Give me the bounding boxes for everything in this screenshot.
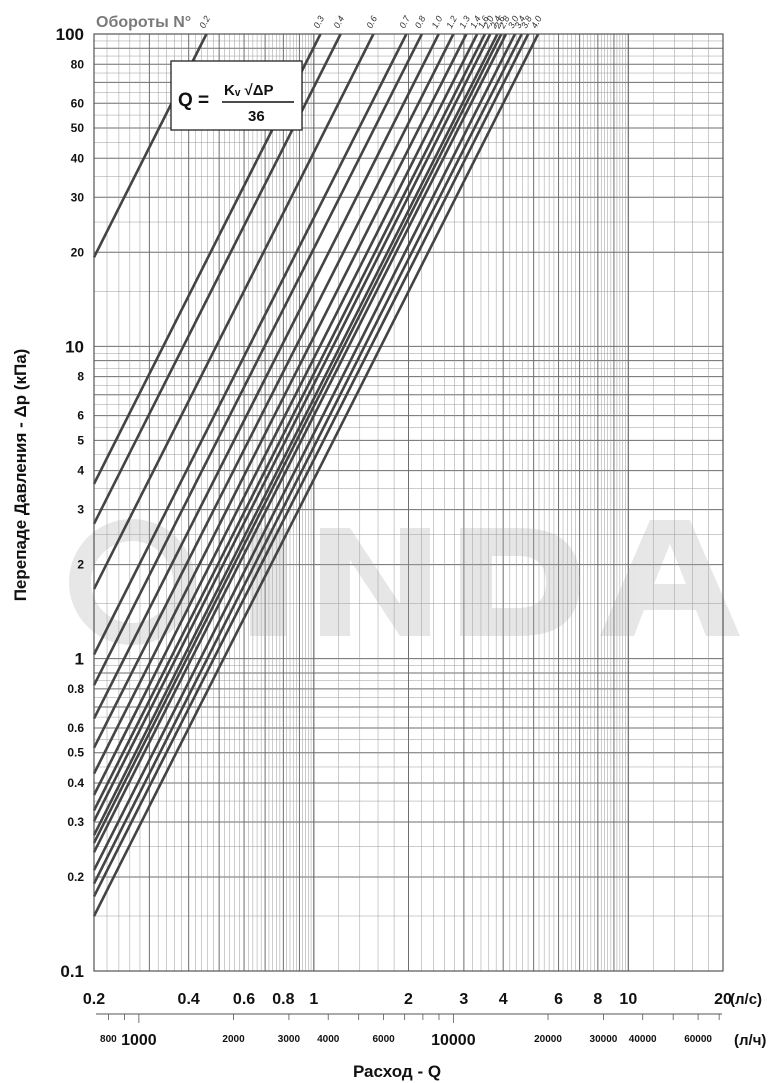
y-tick-labels: 0.1 0.2 0.3 0.4 0.5 0.6 0.8 1 2 3 4 5 6 8 10 20 30 40 50 60… (56, 25, 85, 981)
y-tick-label: 5 (77, 433, 84, 447)
y-axis-title: Перепаде Давления - Δp (кПа) (11, 349, 30, 602)
y-tick-label: 10 (65, 337, 84, 356)
x-tick-label-lps: 2 (404, 991, 413, 1008)
x-tick-label-lph: 3000 (278, 1034, 301, 1045)
curve-3.8 (92, 33, 530, 898)
y-tick-label: 3 (77, 503, 84, 517)
curve-1.4 (92, 33, 479, 796)
curve-2.6 (92, 33, 503, 844)
x-tick-label-lps: 0.4 (178, 991, 200, 1008)
y-tick-label: 0.1 (60, 962, 84, 981)
formula-box: Q = Kᵥ √ΔP 36 (170, 60, 303, 131)
curve-0.7 (92, 33, 408, 656)
x-tick-label-lph: 2000 (222, 1034, 245, 1045)
curve-0.6 (92, 33, 375, 590)
x-tick-label-lps: 0.6 (233, 991, 255, 1008)
y-tick-label: 2 (77, 558, 84, 572)
x-tick-label-lph: 30000 (590, 1034, 618, 1045)
y-tick-label: 6 (77, 409, 84, 423)
x-tick-label-lph: 40000 (629, 1034, 657, 1045)
y-tick-label: 0.6 (67, 721, 84, 735)
x-axis-lph: 800 1000 2000 3000 4000 6000 10000 20000 30000 40… (96, 1013, 722, 1049)
y-tick-label: 20 (71, 245, 85, 259)
curve-3.0 (92, 33, 517, 871)
x-tick-label-lps: 8 (593, 991, 602, 1008)
x-unit-lps: (л/с) (730, 991, 762, 1008)
x-tick-label-lph: 60000 (684, 1034, 712, 1045)
curve-1.2 (92, 33, 455, 749)
x-tick-label-lph: 1000 (121, 1032, 157, 1049)
formula-numerator: Kᵥ √ΔP (224, 82, 273, 99)
x-tick-label-lps: 3 (459, 991, 468, 1008)
x-tick-label-lps: 0.8 (272, 991, 294, 1008)
y-tick-label: 1 (75, 650, 84, 669)
grid (93, 34, 724, 972)
curve-label-4.0: 4.0 (529, 14, 544, 30)
x-tick-label-lph: 10000 (431, 1032, 476, 1049)
y-tick-label: 50 (71, 121, 85, 135)
curve-1.0 (92, 33, 440, 720)
x-tick-label-lps: 1 (309, 991, 318, 1008)
curve-1.3 (92, 33, 468, 775)
x-tick-label-lps: 10 (619, 991, 637, 1008)
y-tick-label: 40 (71, 151, 85, 165)
curve-label-0.7: 0.7 (397, 13, 412, 30)
y-tick-label: 80 (71, 57, 85, 71)
y-tick-label: 0.4 (67, 776, 84, 790)
x-tick-label-lps: 4 (499, 991, 508, 1008)
x-unit-lph: (л/ч) (734, 1032, 766, 1049)
curve-label-1.0: 1.0 (430, 14, 445, 30)
x-tick-label-lph: 6000 (372, 1034, 395, 1045)
formula-lhs: Q = (178, 90, 209, 111)
curve-4.0 (92, 33, 540, 917)
curve-2.8 (92, 33, 508, 853)
curves (92, 33, 540, 917)
formula-denominator: 36 (248, 108, 265, 125)
series-title: Обороты N° (96, 14, 191, 31)
curve-label-0.2: 0.2 (197, 14, 212, 30)
y-tick-label: 0.2 (67, 870, 84, 884)
x-tick-label-lps: 6 (554, 991, 563, 1008)
curve-label-0.4: 0.4 (332, 14, 347, 30)
x-tick-label-lps: 20 (714, 991, 732, 1008)
x-tick-label-lph: 800 (100, 1034, 117, 1045)
curve-label-0.6: 0.6 (364, 14, 379, 30)
x-tick-labels-lps: 0.2 0.4 0.6 0.8 1 2 3 4 6 8 10 20 (83, 991, 732, 1008)
y-tick-label: 0.5 (67, 746, 84, 760)
x-tick-label-lph: 4000 (317, 1034, 340, 1045)
y-tick-label: 100 (56, 25, 84, 44)
curve-2.0 (92, 33, 492, 822)
curve-label-0.8: 0.8 (413, 14, 428, 30)
y-tick-label: 0.3 (67, 815, 84, 829)
curve-labels: 0.2 0.3 0.4 0.6 0.7 0.8 1.0 1.21.31.41.62.02.42… (197, 13, 543, 31)
y-tick-label: 30 (71, 190, 85, 204)
y-tick-label: 0.8 (67, 682, 84, 696)
x-tick-label-lph: 20000 (534, 1034, 562, 1045)
curve-3.4 (92, 33, 523, 885)
curve-label-1.2: 1.2 (444, 14, 459, 30)
y-tick-label: 4 (77, 464, 84, 478)
curve-1.6 (92, 33, 487, 812)
x-axis-title: Расход - Q (353, 1062, 441, 1081)
curve-2.4 (92, 33, 499, 836)
y-tick-label: 60 (71, 96, 85, 110)
curve-0.8 (92, 33, 424, 686)
curve-label-0.3: 0.3 (311, 14, 326, 30)
plot-frame (93, 33, 724, 972)
x-tick-label-lps: 0.2 (83, 991, 105, 1008)
y-tick-label: 8 (77, 370, 84, 384)
